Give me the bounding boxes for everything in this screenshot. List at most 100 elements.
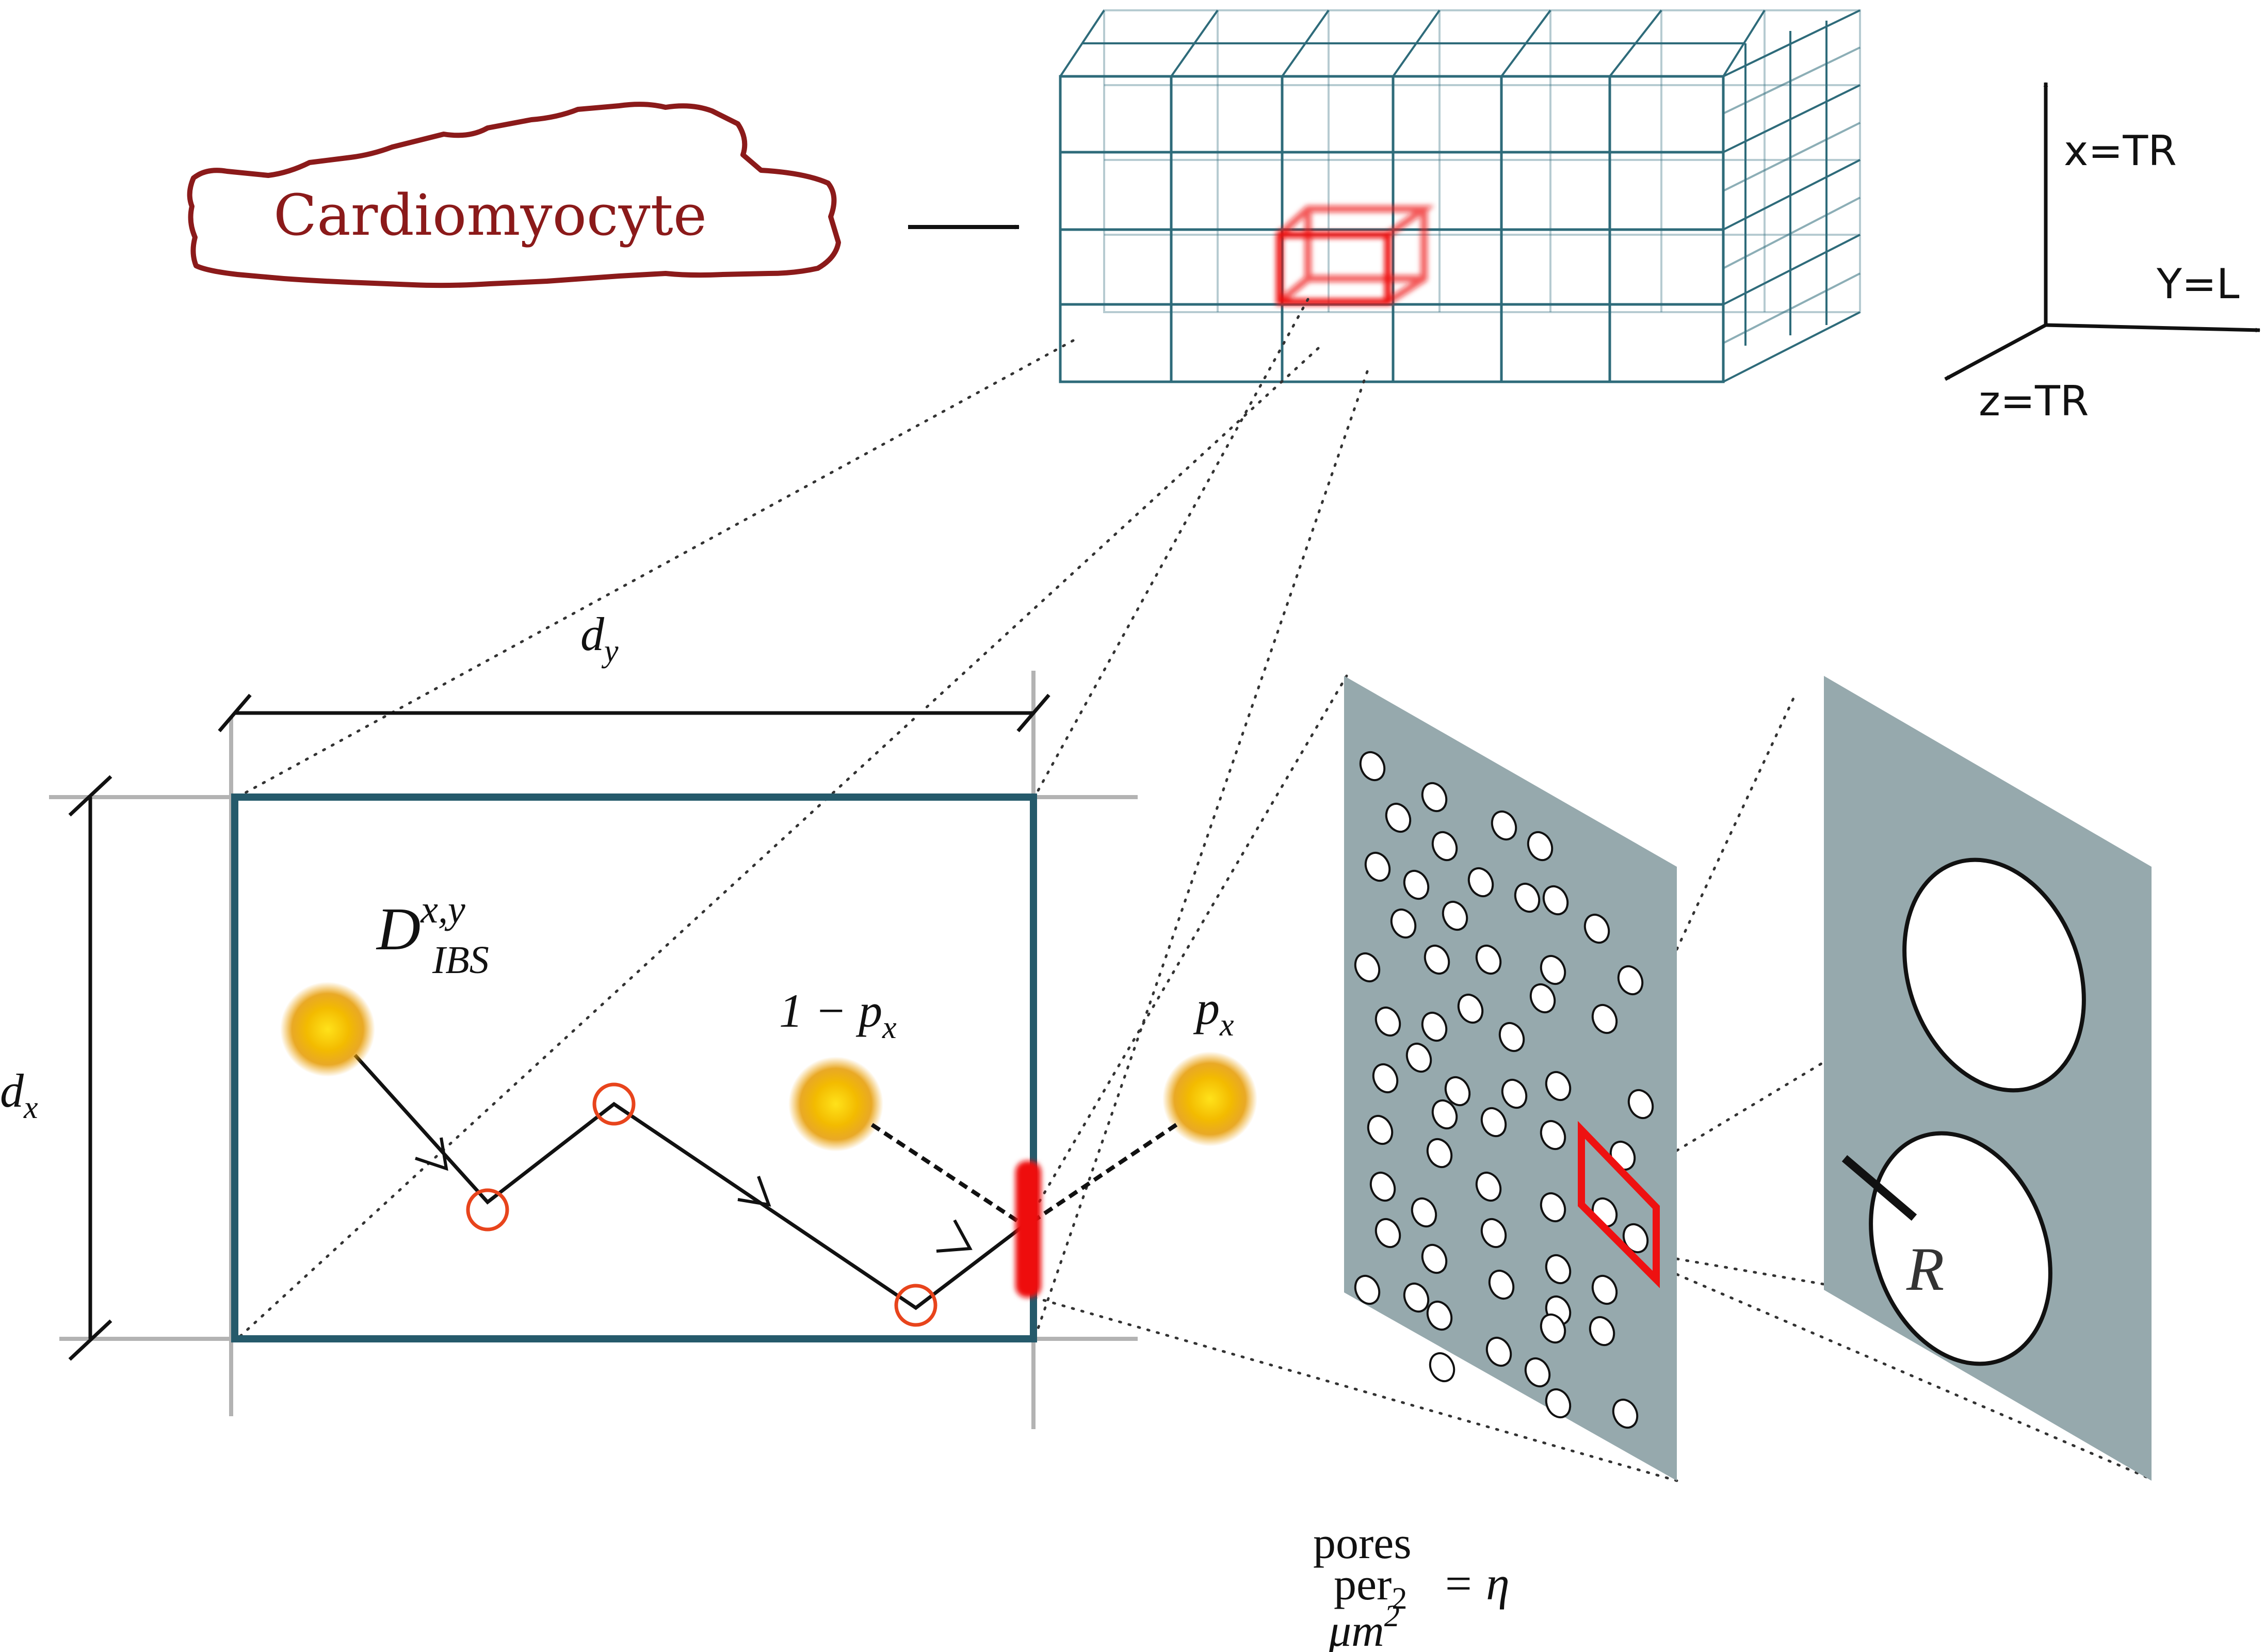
grid-depth-lines: [1059, 9, 1861, 383]
pore: [1354, 1274, 1381, 1305]
boundary-highlight: [1015, 1161, 1041, 1298]
pore: [1359, 751, 1386, 782]
pore: [1529, 983, 1556, 1014]
cardiomyocyte-group: Cardiomyocyte: [187, 102, 841, 288]
pore: [1369, 1171, 1396, 1202]
compartment-rect: [231, 793, 1037, 1342]
z-axis-arrow: [1944, 323, 2047, 381]
pore: [1421, 1243, 1448, 1274]
pore: [1457, 993, 1484, 1024]
pore: [1542, 885, 1569, 916]
per-word: per2: [1334, 1560, 1407, 1615]
stay-prob-label: 1 − px: [779, 984, 897, 1045]
axes-indicator: x=TR Y=L z=TR: [1944, 82, 2260, 425]
zoomed-membrane: R: [1824, 676, 2152, 1481]
pore: [1545, 1254, 1572, 1285]
porous-membrane: [1344, 676, 1677, 1481]
equals-eta: = η: [1442, 1557, 1510, 1610]
highlighted-voxel: [1276, 205, 1435, 305]
pore: [1385, 802, 1412, 833]
y-axis-arrow: [2045, 323, 2260, 333]
neighbor-gridlines: [49, 671, 1138, 1429]
molecule-cross: [1162, 1051, 1257, 1146]
pore: [1485, 1336, 1512, 1367]
pore: [1403, 1282, 1430, 1313]
pore: [1426, 1138, 1453, 1169]
pore-large-bottom: [1869, 1131, 2052, 1366]
molecule-start: [280, 982, 375, 1077]
cardiomyocyte-label: Cardiomyocyte: [273, 182, 707, 248]
pore: [1540, 1313, 1566, 1344]
pore: [1475, 1171, 1502, 1202]
y-axis-label: Y=L: [2156, 260, 2240, 308]
pore: [1612, 1398, 1639, 1429]
stay-path: [870, 1123, 1026, 1227]
compartment-box: dy dx Dx,y IBS: [0, 608, 1257, 1429]
pore: [1540, 1120, 1566, 1151]
membrane-sheet: [1344, 676, 1677, 1481]
z-axis-label: z=TR: [1979, 377, 2089, 425]
pore: [1501, 1078, 1528, 1109]
dx-label: dx: [0, 1064, 38, 1125]
pore: [1364, 851, 1391, 882]
voxel-grid: [1059, 9, 1861, 383]
pore: [1480, 1218, 1507, 1249]
pore: [1429, 1352, 1456, 1383]
pore: [1498, 1022, 1525, 1052]
pore: [1424, 944, 1450, 975]
pore: [1426, 1300, 1453, 1331]
collision-markers: [466, 1082, 937, 1327]
pore: [1431, 1099, 1458, 1130]
pore: [1480, 1107, 1507, 1138]
grid-back-layer: [1103, 9, 1861, 313]
pore: [1627, 1089, 1654, 1120]
pores-word: pores: [1313, 1518, 1412, 1568]
pore-radius-label: R: [1906, 1235, 1944, 1303]
pore: [1540, 954, 1566, 985]
cardiomyocyte-outline: [187, 102, 841, 288]
cross-prob-label: px: [1193, 982, 1234, 1043]
pore: [1372, 1063, 1399, 1094]
pore: [1491, 810, 1517, 841]
dim-dy: [218, 693, 1050, 733]
pore: [1444, 1076, 1471, 1107]
random-walk: [353, 1054, 1026, 1310]
pore-large-top: [1902, 857, 2086, 1093]
membrane-pores: [1354, 751, 1654, 1429]
walk-chevrons: [415, 1137, 973, 1253]
dy-label: dy: [580, 608, 619, 669]
pore: [1467, 867, 1494, 898]
unit-label: μm2: [1328, 1599, 1400, 1652]
pore-density: pores per2 = η μm2: [1313, 1518, 1510, 1652]
pore: [1442, 900, 1468, 931]
pore: [1403, 869, 1430, 900]
pore: [1589, 1316, 1615, 1347]
pore: [1524, 1357, 1551, 1388]
pore: [1591, 1003, 1618, 1034]
pore: [1488, 1269, 1515, 1300]
pore: [1545, 1071, 1572, 1102]
pore: [1514, 882, 1541, 913]
pore: [1540, 1192, 1566, 1223]
pore-radius: [1841, 1155, 1917, 1221]
pore: [1411, 1197, 1437, 1228]
pore: [1545, 1388, 1572, 1419]
x-axis-label: x=TR: [2064, 127, 2177, 175]
pore: [1617, 965, 1644, 996]
pore: [1421, 1011, 1448, 1042]
pore: [1390, 908, 1417, 939]
pore: [1583, 913, 1610, 944]
pore: [1374, 1218, 1401, 1249]
dim-dx: [68, 775, 112, 1361]
pore: [1374, 1006, 1401, 1037]
pore: [1405, 1042, 1432, 1073]
pore: [1622, 1223, 1649, 1254]
pore: [1421, 782, 1448, 813]
pore: [1475, 944, 1502, 975]
diffusion-label: Dx,y IBS: [376, 888, 489, 982]
molecule-stay: [788, 1057, 883, 1152]
pore: [1527, 831, 1554, 862]
pore: [1367, 1114, 1394, 1145]
pore: [1431, 831, 1458, 862]
